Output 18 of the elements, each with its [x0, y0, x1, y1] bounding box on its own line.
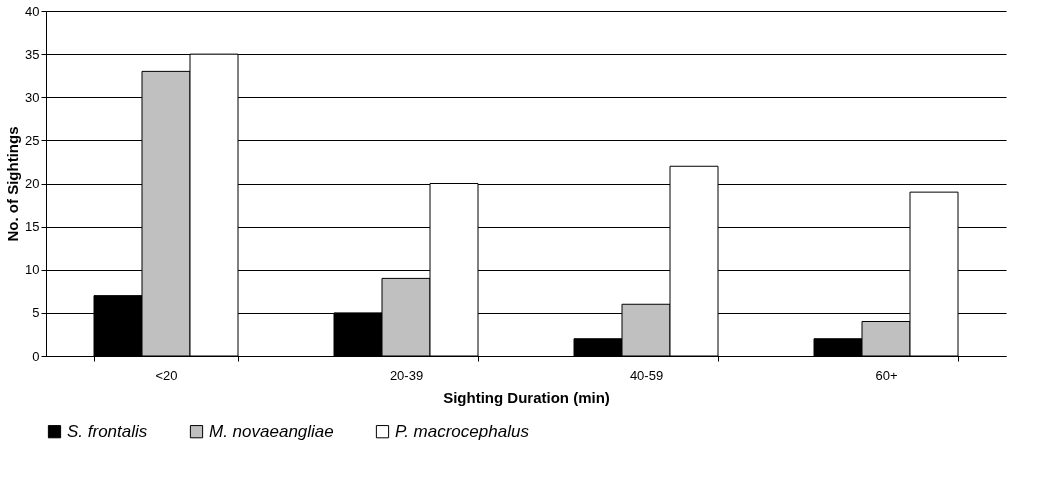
legend-label: M. novaeangliae [209, 421, 334, 441]
y-tick-label: 0 [32, 348, 40, 364]
y-tick-label: 5 [32, 305, 40, 321]
x-tick-label: <20 [155, 367, 178, 383]
y-tick-label: 15 [25, 219, 40, 235]
x-tick-label: 20-39 [389, 367, 424, 383]
y-tick-label: 20 [25, 176, 40, 191]
y-tick-label: 10 [25, 262, 40, 278]
y-tick-label: 35 [25, 46, 40, 62]
y-tick-label: 25 [25, 132, 40, 148]
y-tick-label: 40 [25, 3, 40, 19]
x-tick-label: 40-59 [629, 367, 664, 383]
legend-label: S. frontalis [67, 421, 148, 441]
y-tick-label: 30 [25, 89, 40, 105]
legend-label: P. macrocephalus [395, 421, 530, 441]
x-tick-label: 60+ [875, 367, 898, 383]
x-axis-title: Sighting Duration (min) [443, 388, 610, 406]
y-axis-title: No. of Sightings [4, 126, 22, 242]
